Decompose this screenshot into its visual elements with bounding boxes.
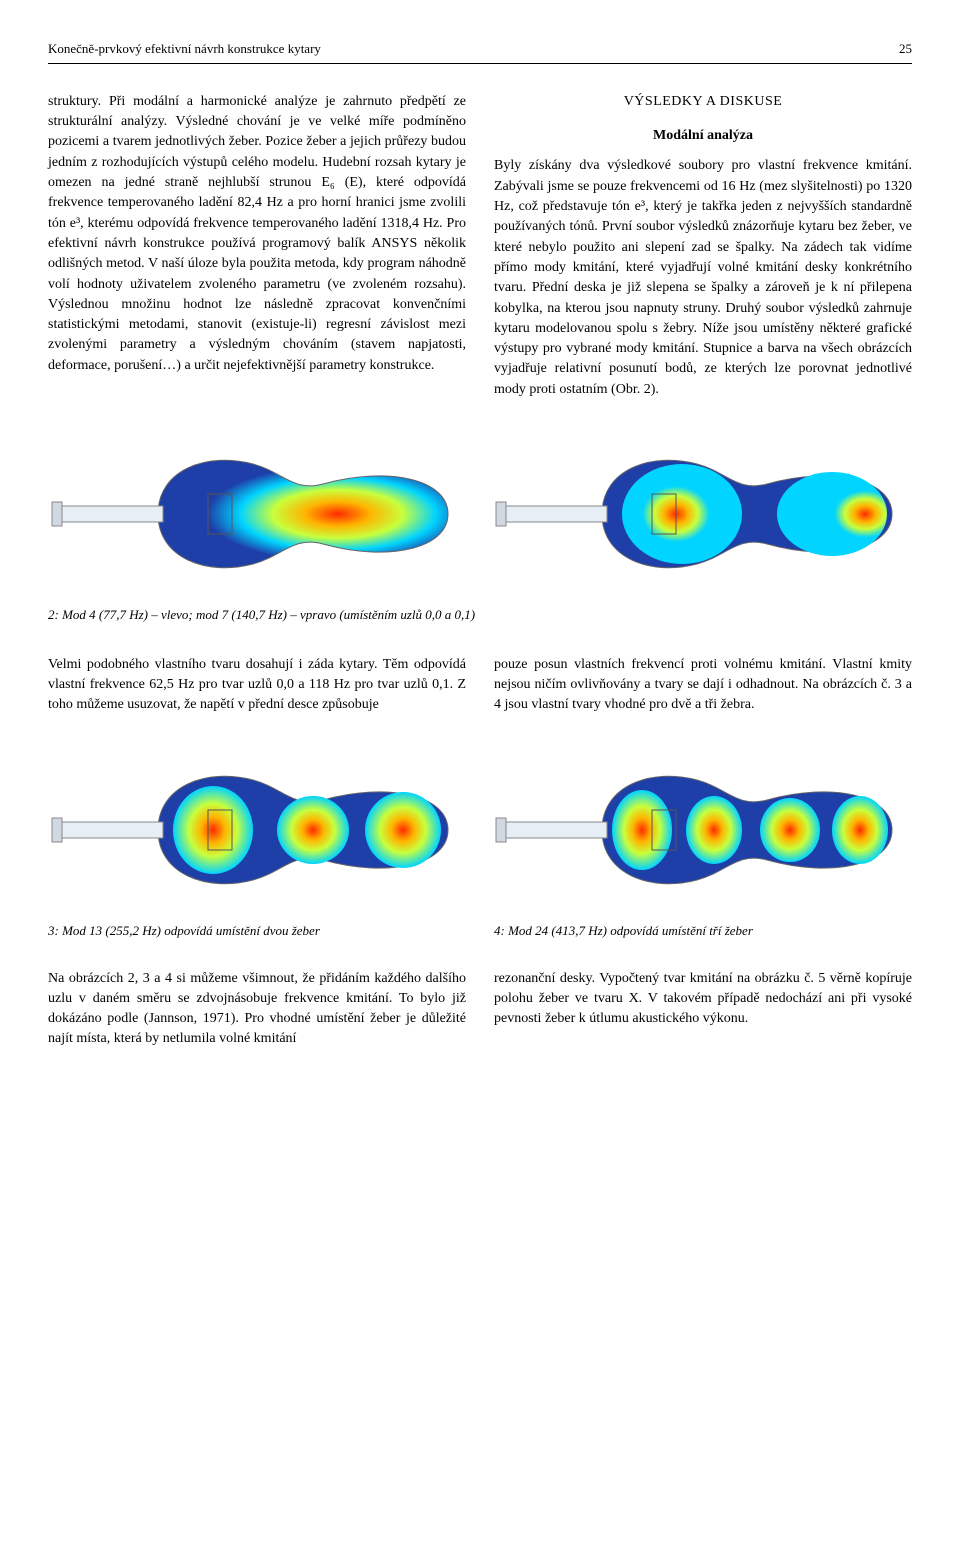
figure-3-4-row — [48, 750, 912, 910]
section-heading: VÝSLEDKY A DISKUSE — [494, 92, 912, 112]
text-block-1: struktury. Při modální a harmonické anal… — [48, 92, 912, 400]
figure-3-4-captions: 3: Mod 13 (255,2 Hz) odpovídá umístění d… — [48, 922, 912, 941]
figure-2-right — [492, 434, 912, 594]
figure-4 — [492, 750, 912, 910]
para-right-2: pouze posun vlastních frekvencí proti vo… — [494, 655, 912, 716]
col-left-1: struktury. Při modální a harmonické anal… — [48, 92, 466, 400]
col-right-2: pouze posun vlastních frekvencí proti vo… — [494, 655, 912, 716]
guitar-mode-icon — [492, 750, 912, 910]
para-left-3: Na obrázcích 2, 3 a 4 si můžeme všimnout… — [48, 969, 466, 1050]
text-block-2: Velmi podobného vlastního tvaru dosahují… — [48, 655, 912, 716]
figure-3 — [48, 750, 468, 910]
para-left-2: Velmi podobného vlastního tvaru dosahují… — [48, 655, 466, 716]
figure-2-row — [48, 434, 912, 594]
figure-2-caption: 2: Mod 4 (77,7 Hz) – vlevo; mod 7 (140,7… — [48, 606, 912, 625]
running-header: Konečně-prvkový efektivní návrh konstruk… — [48, 40, 912, 64]
page-number: 25 — [899, 40, 912, 59]
para-right-3: rezonanční desky. Vypočtený tvar kmitání… — [494, 969, 912, 1030]
col-right-3: rezonanční desky. Vypočtený tvar kmitání… — [494, 969, 912, 1050]
para-right-1: Byly získány dva výsledkové soubory pro … — [494, 156, 912, 400]
section-subheading: Modální analýza — [494, 126, 912, 146]
figure-2-left — [48, 434, 468, 594]
guitar-mode-icon — [48, 434, 468, 594]
col-left-3: Na obrázcích 2, 3 a 4 si můžeme všimnout… — [48, 969, 466, 1050]
guitar-mode-icon — [48, 750, 468, 910]
figure-4-caption: 4: Mod 24 (413,7 Hz) odpovídá umístění t… — [494, 922, 912, 941]
running-title: Konečně-prvkový efektivní návrh konstruk… — [48, 40, 321, 59]
figure-3-caption: 3: Mod 13 (255,2 Hz) odpovídá umístění d… — [48, 922, 466, 941]
para-left-1: struktury. Při modální a harmonické anal… — [48, 92, 466, 376]
col-right-1: VÝSLEDKY A DISKUSE Modální analýza Byly … — [494, 92, 912, 400]
guitar-mode-icon — [492, 434, 912, 594]
text-block-3: Na obrázcích 2, 3 a 4 si můžeme všimnout… — [48, 969, 912, 1050]
col-left-2: Velmi podobného vlastního tvaru dosahují… — [48, 655, 466, 716]
